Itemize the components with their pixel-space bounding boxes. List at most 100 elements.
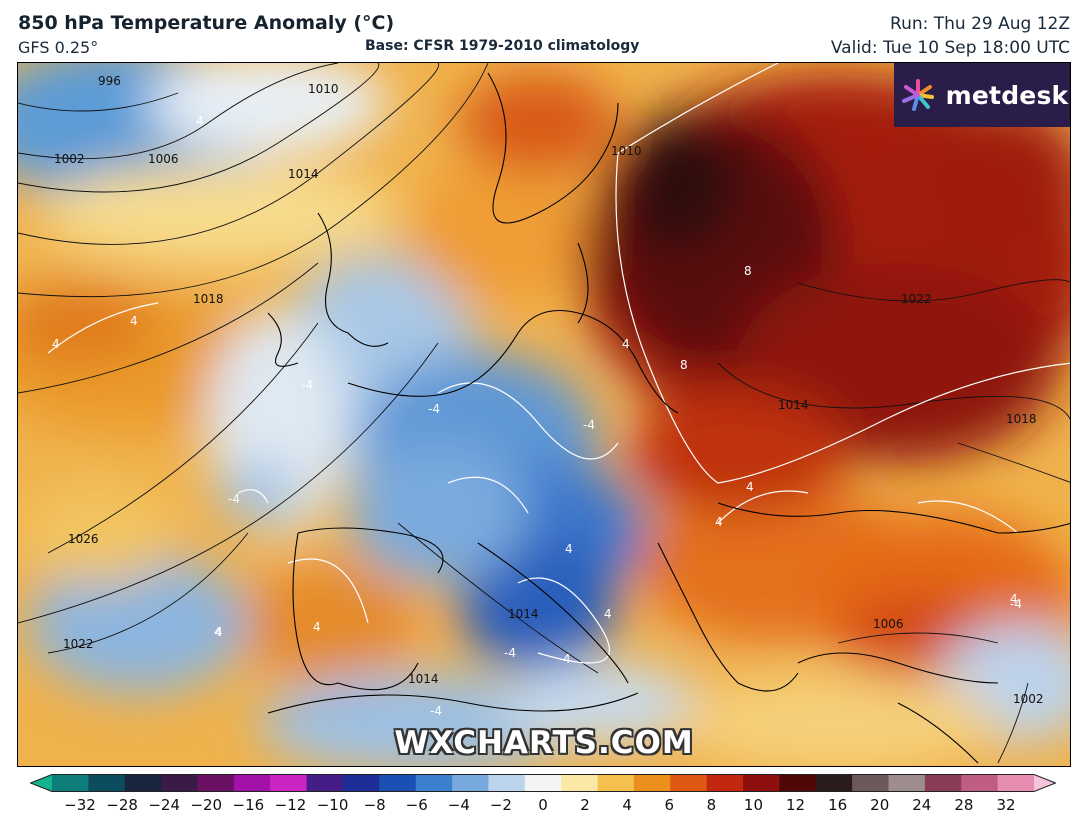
anomaly-label: 4 xyxy=(52,337,60,351)
colorbar-segment xyxy=(415,774,453,792)
anomaly-label: -4 xyxy=(504,646,516,660)
anomaly-field: 1002 996 1006 1010 1014 1018 1026 1022 1… xyxy=(18,63,1070,766)
anomaly-label: 4 xyxy=(1010,592,1018,606)
colorbar-segment xyxy=(670,774,708,792)
colorbar-tick-label: −28 xyxy=(106,796,138,814)
colorbar-tick-label: 12 xyxy=(785,796,806,814)
anomaly-label: -4 xyxy=(228,492,240,506)
anomaly-label: 4 xyxy=(130,314,138,328)
anomaly-label: -4 xyxy=(1010,597,1022,611)
colorbar-segment xyxy=(452,774,490,792)
colorbar-segment xyxy=(852,774,890,792)
colorbar-tick-label: −32 xyxy=(64,796,96,814)
colorbar-segment xyxy=(815,774,853,792)
colorbar-tick-label: 2 xyxy=(580,796,590,814)
anomaly-label: -4 xyxy=(430,704,442,718)
colorbar-segment xyxy=(888,774,926,792)
isobar-label: 1022 xyxy=(63,637,94,651)
colorbar-segment xyxy=(779,774,817,792)
colorbar-tick-label: −16 xyxy=(232,796,265,814)
anomaly-label: 4 xyxy=(215,625,223,639)
colorbar-segment xyxy=(961,774,999,792)
metdesk-logo: metdesk xyxy=(894,63,1070,127)
isobar-label: 1018 xyxy=(193,292,224,306)
wxcharts-watermark: WXCHARTS.COM xyxy=(394,725,694,761)
isobar-label: 1010 xyxy=(308,82,339,96)
colorbar-segment xyxy=(52,774,89,792)
anomaly-label: 8 xyxy=(744,264,752,278)
colorbar-segment xyxy=(342,774,380,792)
anomaly-map[interactable]: 1002 996 1006 1010 1014 1018 1026 1022 1… xyxy=(17,62,1071,767)
anomaly-label: -4 xyxy=(301,378,313,392)
anomaly-label: 4 xyxy=(746,480,754,494)
anomaly-label: 4 xyxy=(313,620,321,634)
isobar-label: 1002 xyxy=(54,152,85,166)
colorbar-min-arrow xyxy=(30,774,52,792)
colorbar-tick-label: −24 xyxy=(148,796,180,814)
colorbar-tick-label: 10 xyxy=(743,796,763,814)
colorbar-segment xyxy=(597,774,635,792)
colorbar-tick-label: −12 xyxy=(274,796,307,814)
colorbar-tick-label: 8 xyxy=(706,796,717,814)
anomaly-label: 4 xyxy=(622,337,630,351)
anomaly-label: 4 xyxy=(604,607,612,621)
metdesk-logo-text: metdesk xyxy=(945,80,1069,110)
isobar-label: 1026 xyxy=(68,532,99,546)
colorbar-tick-label: 32 xyxy=(996,796,1016,814)
anomaly-contours xyxy=(47,63,1070,664)
colorbar-tick-label: −6 xyxy=(405,796,428,814)
isobar-label-group: 1002 996 1006 1010 1014 1018 1026 1022 1… xyxy=(54,74,1044,706)
isobar-label: 996 xyxy=(98,74,121,88)
isobar-label: 1006 xyxy=(873,617,904,631)
isobar-label: 1014 xyxy=(508,607,539,621)
anomaly-label: 4 xyxy=(565,542,573,556)
colorbar-tick-label: 20 xyxy=(870,796,890,814)
isobar-label: 1022 xyxy=(901,292,932,306)
colorbar-segment xyxy=(633,774,671,792)
colorbar-tick-label: 16 xyxy=(828,796,848,814)
colorbar-segment xyxy=(488,774,526,792)
colorbar-segment xyxy=(706,774,744,792)
colorbar-segment xyxy=(524,774,562,792)
colorbar-segment xyxy=(124,774,162,792)
colorbar-tick-label: 28 xyxy=(954,796,974,814)
isobar-label: 1018 xyxy=(1006,412,1037,426)
colorbar-tick-label: −4 xyxy=(447,796,470,814)
anomaly-label-group: 4 4 4 -4 -4 -4 4 4 -4 8 8 4 4 4 -4 4 4 -… xyxy=(52,114,1022,718)
colorbar-segment xyxy=(997,774,1035,792)
isobar-label: 1014 xyxy=(778,398,809,412)
colorbar-tick-label: 6 xyxy=(664,796,675,814)
colorbar-tick-label: −2 xyxy=(489,796,512,814)
colorbar-max-arrow xyxy=(1034,774,1056,792)
colorbar-tick-label: 4 xyxy=(622,796,632,814)
colorbar-segment xyxy=(306,774,344,792)
anomaly-label: 4 xyxy=(715,515,723,529)
colorbar xyxy=(30,774,1056,792)
anomaly-label: 4 xyxy=(196,114,204,128)
colorbar-tick-label: 0 xyxy=(538,796,548,814)
isobar-lines xyxy=(18,63,1070,764)
colorbar-outline xyxy=(30,774,1056,792)
isobar-label: 1006 xyxy=(148,152,179,166)
anomaly-label: -4 xyxy=(428,402,440,416)
colorbar-segment xyxy=(743,774,781,792)
isobar-label: 1014 xyxy=(288,167,319,181)
colorbar-segment xyxy=(561,774,599,792)
model-label: GFS 0.25° xyxy=(18,38,99,57)
chart-title: 850 hPa Temperature Anomaly (°C) xyxy=(18,12,395,34)
anomaly-label: 4 xyxy=(563,652,571,666)
anomaly-label: 8 xyxy=(680,358,688,372)
colorbar-segment xyxy=(88,774,126,792)
valid-time-label: Valid: Tue 10 Sep 18:00 UTC xyxy=(830,38,1070,58)
colorbar-segment xyxy=(379,774,417,792)
colorbar-segment xyxy=(270,774,308,792)
anomaly-label: -4 xyxy=(583,418,595,432)
climatology-base-label: Base: CFSR 1979-2010 climatology xyxy=(365,38,640,54)
colorbar-tick-labels: −32 −28 −24 −20 −16 −12 −10 −8 −6 −4 −2 0 2 4 6 8 10 12 16… xyxy=(0,796,1088,818)
isobar-label: 1002 xyxy=(1013,692,1044,706)
anomaly-label: 4 xyxy=(214,625,222,639)
metdesk-flower-icon xyxy=(901,79,934,111)
colorbar-tick-label: −10 xyxy=(316,796,349,814)
isobar-label: 1010 xyxy=(611,144,642,158)
colorbar-segment xyxy=(197,774,235,792)
